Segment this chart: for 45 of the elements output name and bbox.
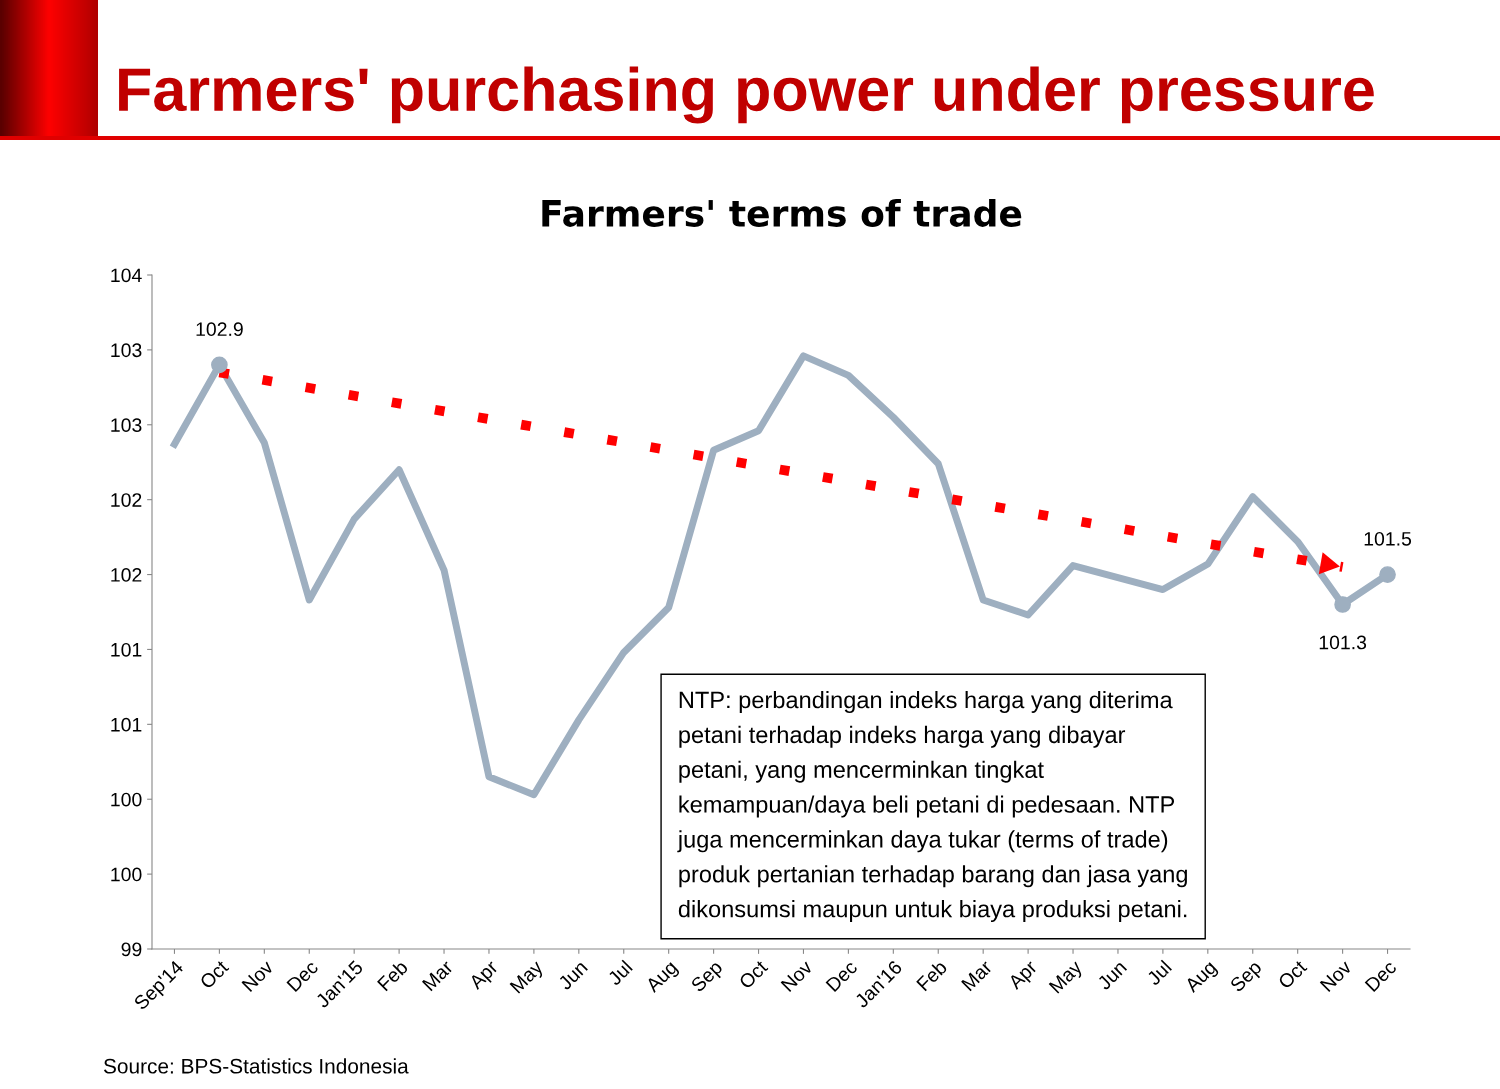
- x-tick-label: Feb: [915, 959, 948, 992]
- x-tick-label: Jul: [606, 959, 633, 987]
- x-tick-label: Mar: [421, 959, 454, 992]
- x-tick-label: May: [509, 959, 547, 997]
- x-tick-label: Feb: [376, 959, 409, 992]
- y-tick-label: 103: [111, 418, 142, 433]
- x-tick-label: Nov: [780, 959, 814, 993]
- y-tick-label: 103: [111, 343, 142, 358]
- chart-subtitle: Farmers' purchasing power under pressure: [119, 66, 1374, 124]
- y-tick-label: 100: [111, 792, 142, 807]
- x-tick-label: Jul: [1145, 959, 1173, 987]
- x-tick-label: Dec: [825, 959, 859, 993]
- point: [211, 356, 228, 374]
- chart-title: Farmers' terms of trade: [542, 198, 1022, 227]
- x-tick-label: Aug: [644, 960, 681, 996]
- data-label: 101.3: [1319, 635, 1367, 650]
- y-tick-label: 100: [111, 867, 142, 882]
- source-note: Source: BPS-Statistics Indonesia: [103, 1058, 409, 1074]
- x-tick-label: Oct: [1277, 959, 1308, 990]
- data-label: 101.5: [1364, 531, 1412, 546]
- x-tick-label: Jun: [557, 960, 589, 991]
- x-tick-label: Dec: [1364, 959, 1398, 993]
- y-tick-label: 101: [111, 717, 142, 732]
- x-tick-label: Dec: [286, 959, 319, 993]
- x-tick-label: Jun: [1096, 960, 1128, 991]
- x-tick-label: Oct: [199, 959, 230, 990]
- point: [1379, 566, 1396, 583]
- annotation: NTP: perbandingan indeks harga yang diterima petani terhadap indeks harga yang dibayar petani, yang mencerminkan tingkat kemampuan/daya beli petani di pedesaan. NTP juga mencerminkan daya tukar (terms of trade) produk pertanian terhadap barang dan jasa yang dikonsumsi maupun untuk biaya produksi petani.: [677, 690, 1187, 923]
- y-tick-label: 101: [111, 642, 142, 657]
- point: [1334, 596, 1351, 613]
- y-tick-label: 99: [121, 942, 142, 957]
- x-tick-label: Apr: [468, 959, 502, 993]
- x-tick-label: Sep: [690, 959, 726, 996]
- x-tick-label: Apr: [1007, 959, 1041, 993]
- y-tick-label: 102: [111, 493, 142, 507]
- x-tick-label: Oct: [738, 959, 769, 990]
- x-tick-label: Sep: [1229, 959, 1265, 996]
- x-tick-label: Aug: [1183, 960, 1220, 996]
- y-tick-label: 104: [111, 268, 142, 283]
- y-tick-label: 102: [111, 568, 142, 582]
- x-tick-label: May: [1048, 959, 1086, 997]
- data-label: 102.9: [196, 322, 243, 337]
- x-tick-label: Mar: [961, 959, 994, 992]
- x-tick-label: Nov: [241, 959, 275, 993]
- x-tick-label: Nov: [1319, 959, 1353, 993]
